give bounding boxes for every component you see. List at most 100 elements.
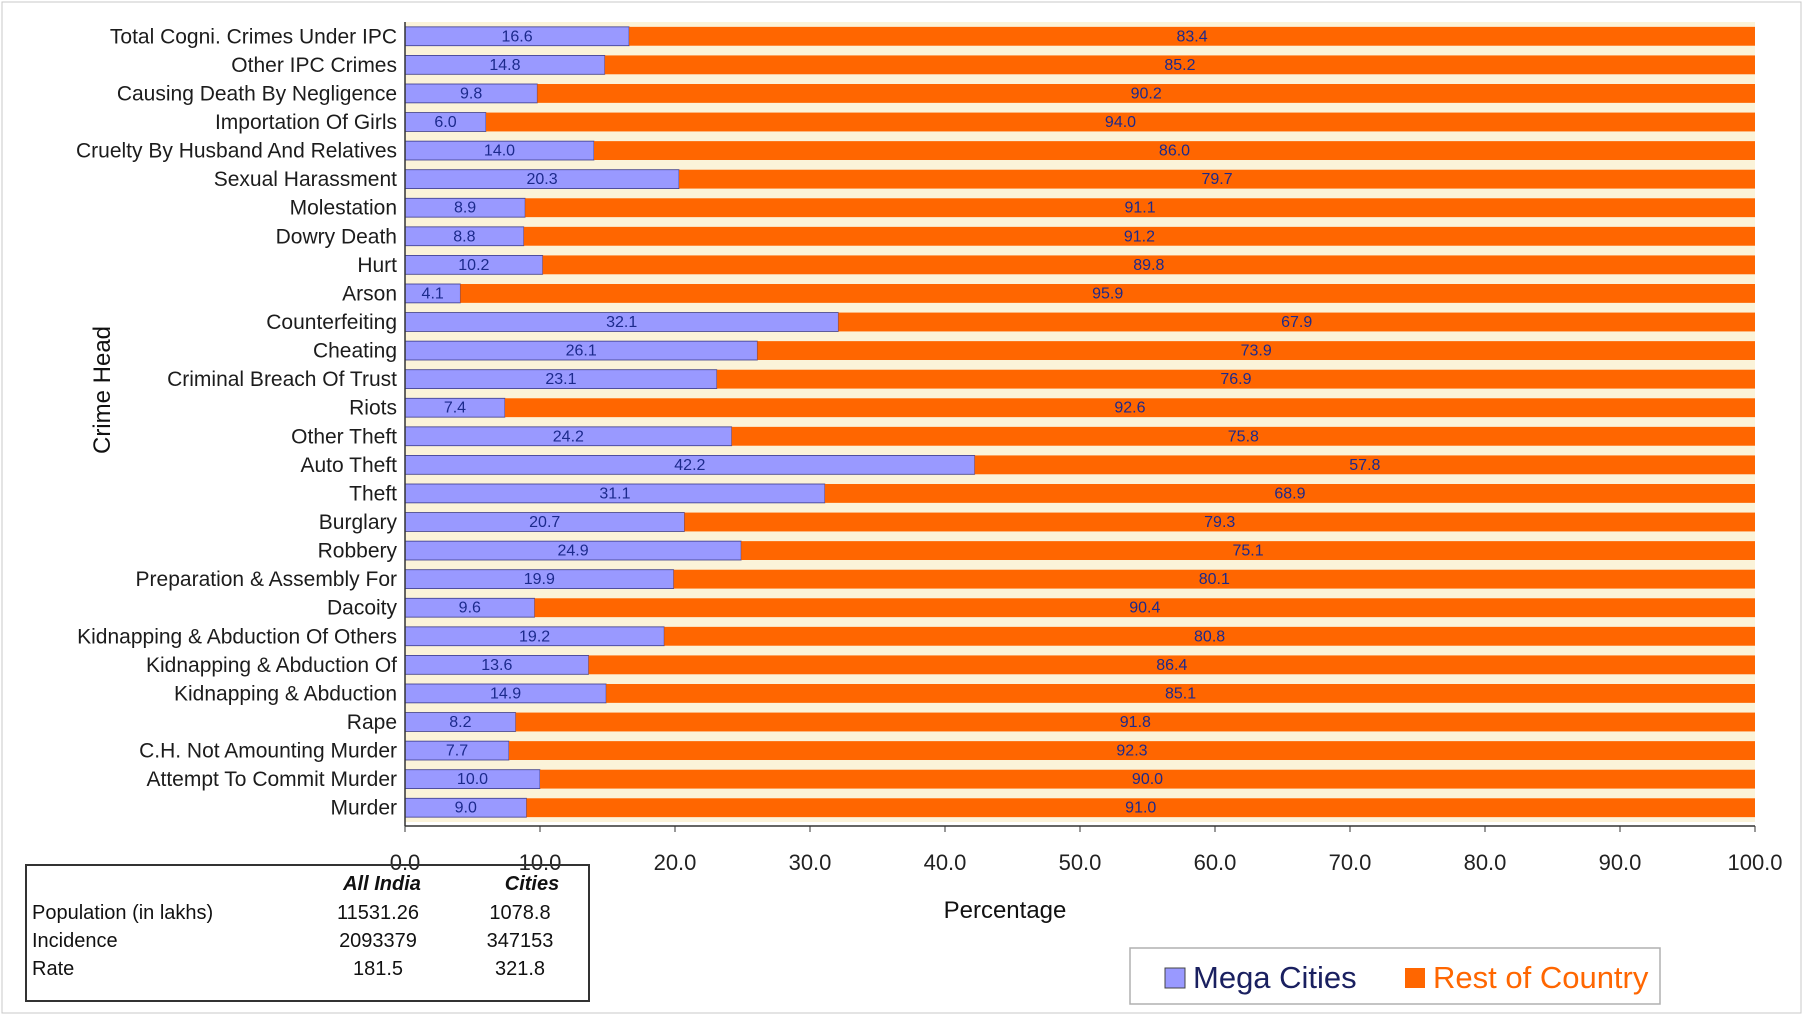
stats-table: All India Cities Population (in lakhs) 1… (25, 864, 590, 1002)
data-label-mega-cities: 19.2 (519, 628, 550, 645)
data-label-rest-of-country: 79.7 (1201, 171, 1232, 188)
x-tick-label: 60.0 (1194, 850, 1237, 875)
data-label-rest-of-country: 86.4 (1156, 657, 1187, 674)
data-label-rest-of-country: 95.9 (1092, 285, 1123, 302)
data-label-mega-cities: 14.8 (489, 57, 520, 74)
data-label-mega-cities: 4.1 (422, 285, 444, 302)
table-row-label: Rate (32, 958, 74, 980)
bar-rest-of-country-counterfeiting (838, 312, 1755, 332)
data-label-mega-cities: 24.9 (558, 543, 589, 560)
x-tick-label: 20.0 (654, 850, 697, 875)
bar-rest-of-country-rape (515, 712, 1756, 732)
bar-rest-of-country-burglary (684, 512, 1756, 532)
data-label-mega-cities: 7.7 (446, 743, 468, 760)
category-label: Rape (347, 711, 397, 734)
data-label-mega-cities: 10.2 (458, 257, 489, 274)
data-label-rest-of-country: 90.0 (1132, 771, 1163, 788)
data-label-mega-cities: 20.3 (526, 171, 557, 188)
bar-rest-of-country-other-theft (731, 426, 1755, 446)
bar-rest-of-country-sexual-harassment (679, 169, 1755, 189)
data-label-rest-of-country: 90.4 (1129, 600, 1160, 617)
category-label: Kidnapping & Abduction Of (146, 654, 397, 677)
bar-rest-of-country-hurt (542, 255, 1756, 275)
table-header-cities: Cities (505, 873, 559, 895)
category-label: Preparation & Assembly For (136, 568, 397, 591)
bar-rest-of-country-riots (504, 398, 1755, 418)
category-labels: Total Cogni. Crimes Under IPC Other IPC C… (76, 25, 397, 819)
x-tick-label: 30.0 (789, 850, 832, 875)
bar-rest-of-country-dowry-death (523, 226, 1755, 246)
legend-label-rest-of-country: Rest of Country (1433, 960, 1649, 995)
category-label: Kidnapping & Abduction Of Others (77, 625, 397, 648)
data-label-rest-of-country: 85.2 (1164, 57, 1195, 74)
data-label-rest-of-country: 73.9 (1241, 343, 1272, 360)
category-label: Attempt To Commit Murder (146, 768, 397, 791)
bar-rest-of-country-murder (526, 798, 1755, 818)
bar-rest-of-country-cheating (757, 341, 1755, 360)
x-tick-label: 0.0 (390, 850, 421, 875)
data-label-rest-of-country: 80.8 (1194, 628, 1225, 645)
bar-rest-of-country-cruelty-by-husband-and-relatives (594, 141, 1755, 160)
legend-border (1129, 947, 1661, 1005)
data-label-rest-of-country: 75.8 (1228, 428, 1259, 445)
bar-rest-of-country-molestation (525, 198, 1755, 218)
bar-rest-of-country-theft (824, 484, 1755, 503)
x-tick-label: 40.0 (924, 850, 967, 875)
table-cell: 347153 (487, 930, 554, 952)
category-label: Counterfeiting (266, 311, 397, 334)
category-label: Other IPC Crimes (231, 54, 397, 77)
data-label-rest-of-country: 92.6 (1114, 400, 1145, 417)
data-label-rest-of-country: 85.1 (1165, 685, 1196, 702)
x-tick-label: 100.0 (1727, 850, 1782, 875)
bar-rest-of-country-robbery (741, 541, 1755, 560)
bar-rest-of-country-other-ipc-crimes (604, 55, 1755, 75)
legend-swatch-mega-cities (1164, 967, 1186, 989)
data-label-rest-of-country: 91.2 (1124, 228, 1155, 245)
category-label: Cheating (313, 340, 397, 363)
category-label: Criminal Breach Of Trust (167, 368, 397, 391)
category-label: Importation Of Girls (215, 111, 397, 134)
bar-rest-of-country-criminal-breach-of-trust (716, 369, 1755, 389)
bar-rest-of-country-preparation-assembly-for (673, 569, 1755, 589)
data-label-rest-of-country: 92.3 (1116, 743, 1147, 760)
category-label: Robbery (318, 540, 398, 563)
data-label-mega-cities: 9.8 (460, 85, 482, 102)
x-axis-ticks: 0.0 10.0 20.0 30.0 40.0 50.0 60.0 70.0 80.0 90.0 1… (390, 826, 1783, 875)
data-label-rest-of-country: 67.9 (1281, 314, 1312, 331)
bar-rest-of-country-causing-death-by-negligence (537, 84, 1755, 103)
data-label-mega-cities: 42.2 (674, 457, 705, 474)
category-label: Total Cogni. Crimes Under IPC (110, 25, 397, 48)
x-tick-label: 10.0 (519, 850, 562, 875)
data-label-rest-of-country: 83.4 (1176, 28, 1207, 45)
category-label: Sexual Harassment (214, 168, 397, 191)
category-label: Arson (342, 282, 397, 305)
x-tick-label: 90.0 (1599, 850, 1642, 875)
bar-rest-of-country-auto-theft (974, 455, 1755, 475)
data-label-mega-cities: 7.4 (444, 400, 466, 417)
data-label-mega-cities: 20.7 (529, 514, 560, 531)
category-label: C.H. Not Amounting Murder (139, 740, 397, 763)
category-label: Molestation (290, 197, 397, 220)
data-label-mega-cities: 16.6 (501, 28, 532, 45)
bars-layer: 16.6 83.4 14.8 85.2 9.8 90.2 6.0 94.0 14.0 86.0 20… (404, 26, 1756, 818)
table-cell: 1078.8 (489, 902, 550, 924)
data-label-mega-cities: 9.6 (459, 600, 481, 617)
data-label-mega-cities: 14.9 (490, 685, 521, 702)
data-label-mega-cities: 10.0 (457, 771, 488, 788)
table-cell: 321.8 (495, 958, 545, 980)
data-label-rest-of-country: 94.0 (1105, 114, 1136, 131)
bar-rest-of-country-attempt-to-commit-murder (540, 769, 1755, 789)
data-label-mega-cities: 8.9 (454, 200, 476, 217)
bar-rest-of-country-dacoity (534, 598, 1755, 618)
data-label-mega-cities: 23.1 (545, 371, 576, 388)
table-row-label: Population (in lakhs) (32, 902, 213, 924)
data-label-rest-of-country: 89.8 (1133, 257, 1164, 274)
data-label-rest-of-country: 79.3 (1204, 514, 1235, 531)
data-label-rest-of-country: 57.8 (1349, 457, 1380, 474)
bar-rest-of-country-c-h-not-amounting-murder (508, 741, 1756, 760)
data-label-mega-cities: 32.1 (606, 314, 637, 331)
legend-label-mega-cities: Mega Cities (1193, 960, 1357, 995)
bar-rest-of-country-importation-of-girls (486, 112, 1755, 132)
category-label: Dacoity (327, 597, 398, 620)
x-tick-label: 50.0 (1059, 850, 1102, 875)
